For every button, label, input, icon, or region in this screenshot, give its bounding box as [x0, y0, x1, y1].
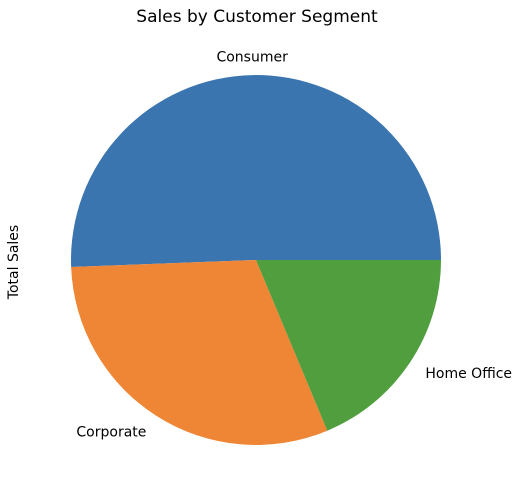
pie-label-corporate: Corporate	[76, 424, 146, 440]
pie-slice-consumer	[71, 75, 441, 267]
pie-label-consumer: Consumer	[216, 50, 288, 66]
pie-label-home-office: Home Office	[425, 366, 512, 382]
chart-title: Sales by Customer Segment	[136, 7, 378, 27]
y-axis-label: Total Sales	[6, 225, 22, 300]
pie-slices	[71, 75, 441, 445]
